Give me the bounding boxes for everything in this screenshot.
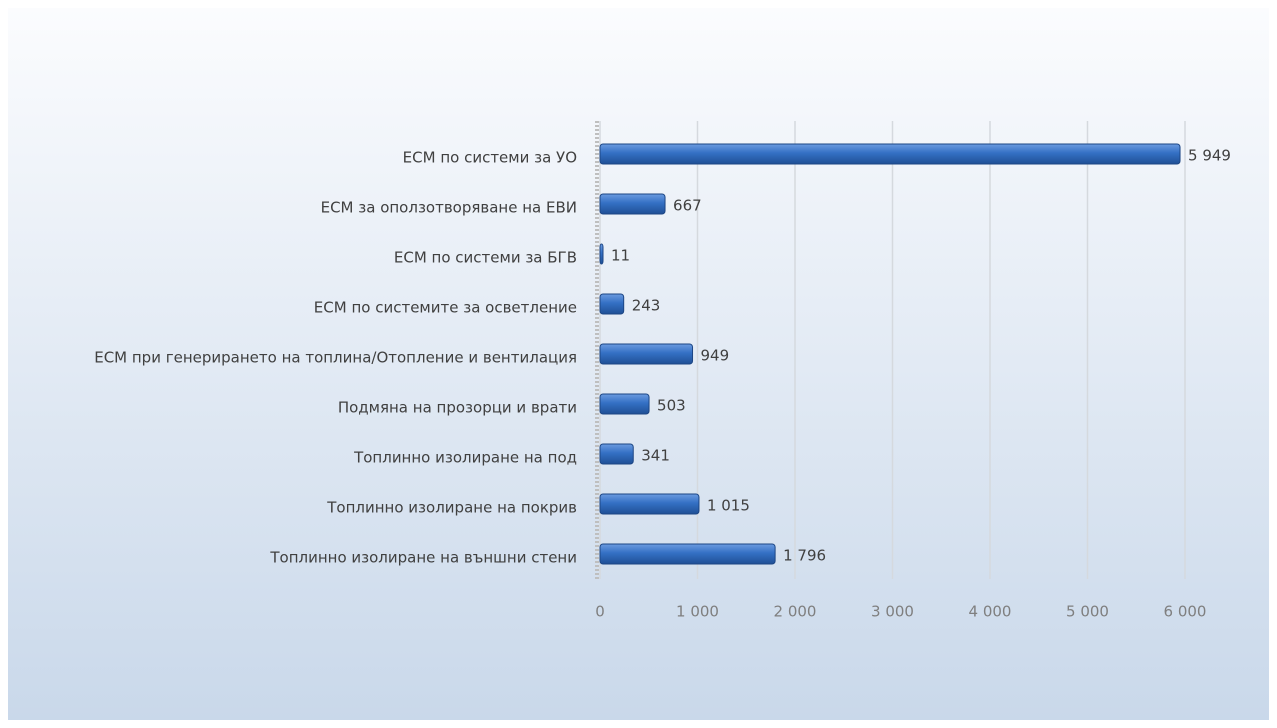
x-tick-label: 2 000 (774, 603, 817, 621)
data-label: 949 (701, 347, 730, 365)
bar (599, 543, 776, 565)
y-tick-label: Топлинно изолиране на под (353, 449, 577, 467)
bar (599, 393, 650, 415)
bar (599, 343, 694, 365)
x-tick-label: 0 (595, 603, 605, 621)
x-tick-label: 5 000 (1066, 603, 1109, 621)
data-label: 341 (641, 447, 670, 465)
y-tick-label: Топлинно изолиране на покрив (326, 499, 577, 517)
y-tick-label: ЕСМ при генерирането на топлина/Отоплени… (94, 349, 577, 367)
y-tick-label: Подмяна на прозорци и врати (338, 399, 577, 417)
y-tick-label: ЕСМ по системи за БГВ (394, 249, 577, 267)
data-label: 1 015 (707, 497, 750, 515)
y-tick-label: ЕСМ за оползотворяване на ЕВИ (321, 199, 577, 217)
data-label: 243 (632, 297, 661, 315)
x-tick-label: 1 000 (676, 603, 719, 621)
data-label: 667 (673, 197, 702, 215)
bar (599, 443, 634, 465)
bar (599, 493, 700, 515)
data-label: 11 (611, 247, 630, 265)
bar (599, 143, 1181, 165)
y-tick-label: ЕСМ по системите за осветление (314, 299, 577, 317)
x-tick-label: 3 000 (871, 603, 914, 621)
data-label: 503 (657, 397, 686, 415)
data-label: 5 949 (1188, 147, 1231, 165)
bar (599, 293, 625, 315)
x-tick-label: 6 000 (1164, 603, 1207, 621)
y-tick-label: Топлинно изолиране на външни стени (269, 549, 577, 567)
y-tick-label: ЕСМ по системи за УО (403, 149, 577, 167)
bar (599, 243, 604, 265)
bar (599, 193, 666, 215)
x-tick-label: 4 000 (969, 603, 1012, 621)
data-label: 1 796 (783, 547, 826, 565)
